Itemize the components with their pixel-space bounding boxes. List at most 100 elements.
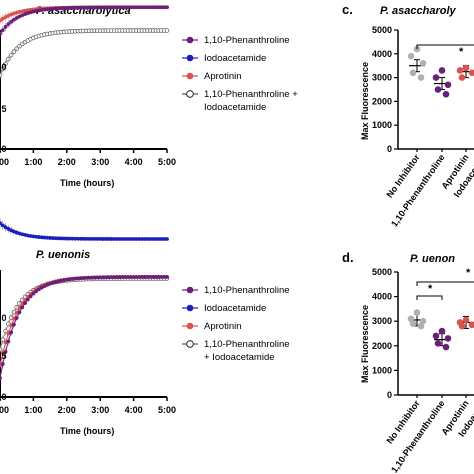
data-point (87, 275, 91, 280)
data-point (50, 6, 55, 11)
data-point (84, 275, 89, 280)
top-y-tick-label: .0 (0, 144, 7, 154)
top-series-group (0, 5, 170, 81)
data-point (142, 237, 147, 241)
data-point (87, 236, 91, 241)
bottom-legend-item: 1,10-Phenanthroline (204, 339, 290, 350)
data-point (25, 8, 30, 13)
data-point (162, 275, 167, 279)
y-tick-label: 5000 (372, 267, 392, 277)
top-legend-item: Aprotinin (204, 71, 242, 82)
y-tick-label: 1000 (372, 120, 392, 130)
data-point (159, 237, 164, 241)
data-point (64, 277, 69, 282)
data-point (165, 5, 169, 10)
panel-c-label: c. (342, 2, 353, 17)
data-point (109, 5, 114, 10)
data-point (140, 275, 144, 279)
data-point (115, 275, 119, 280)
data-point (151, 5, 155, 10)
data-point (81, 5, 86, 10)
data-point (128, 237, 133, 241)
data-point (444, 335, 452, 342)
data-point (56, 236, 61, 241)
data-point (62, 6, 66, 10)
y-tick-label: 4000 (372, 292, 392, 302)
data-point (89, 5, 94, 10)
data-point (73, 276, 78, 281)
data-point (134, 275, 139, 279)
data-point (137, 237, 142, 241)
data-point (31, 234, 36, 239)
data-point (456, 67, 464, 74)
data-point (28, 294, 33, 299)
data-point (95, 237, 100, 241)
data-point (101, 5, 105, 10)
bottom-x-ticks: 0:00 1:00 2:00 3:00 4:00 5:00 (0, 397, 176, 415)
y-tick-label: 4000 (372, 49, 392, 59)
data-point (164, 28, 170, 33)
data-point (48, 236, 52, 240)
data-point (165, 237, 169, 241)
top-legend-item: Iodoacetamide (204, 102, 266, 113)
data-point (106, 5, 111, 10)
data-point (409, 320, 417, 327)
data-point (25, 294, 30, 299)
data-point (98, 237, 103, 241)
data-point (53, 6, 58, 11)
data-point (462, 316, 470, 324)
series-line (0, 276, 167, 379)
x-tick-label: 4:00 (125, 157, 143, 167)
data-point (156, 237, 161, 241)
y-tick-label: 2000 (372, 341, 392, 351)
data-point (42, 235, 47, 240)
bottom-y-tick-label: .0 (0, 313, 7, 323)
data-point (81, 276, 86, 280)
bottom-chart-title: P. uenonis (36, 249, 90, 261)
data-point (140, 5, 144, 10)
data-point (84, 5, 89, 10)
data-point (432, 74, 440, 81)
data-point (162, 5, 167, 10)
legend-marker-phen (186, 286, 194, 294)
data-point (70, 5, 75, 10)
series-line (0, 278, 167, 350)
data-point (148, 5, 153, 10)
data-point (413, 309, 421, 316)
legend-marker-iodo (186, 304, 194, 312)
x-tick-label: 3:00 (91, 157, 109, 167)
significance-star: * (459, 46, 464, 58)
legend-marker-combo (186, 340, 194, 348)
data-point (413, 45, 421, 53)
legend-marker-apro (186, 72, 194, 80)
data-point (70, 236, 75, 241)
data-point (137, 275, 142, 279)
data-point (101, 275, 105, 280)
data-point (70, 277, 75, 281)
data-point (95, 275, 100, 280)
data-point (112, 5, 117, 10)
x-tick-label: 2:00 (58, 405, 76, 415)
data-point (59, 236, 64, 241)
data-point (98, 275, 103, 280)
data-point (134, 237, 139, 241)
bottom-x-axis-label: Time (hours) (60, 426, 114, 436)
bottom-series-group (0, 218, 170, 384)
series-line (0, 30, 167, 76)
data-point (103, 275, 108, 280)
data-point (45, 7, 50, 12)
data-point (115, 237, 119, 241)
data-point (81, 236, 86, 241)
data-point (131, 5, 136, 10)
data-point (101, 237, 105, 241)
top-line-chart: P. asaccharolytica 0:001:002:003:004:005… (0, 5, 298, 188)
data-point (145, 237, 150, 241)
data-point (25, 297, 30, 302)
data-point (156, 5, 161, 10)
legend-marker-combo (186, 90, 194, 98)
data-point (34, 234, 39, 239)
x-tick-label: 1:00 (24, 157, 42, 167)
data-point (165, 275, 169, 279)
data-point (153, 5, 158, 10)
